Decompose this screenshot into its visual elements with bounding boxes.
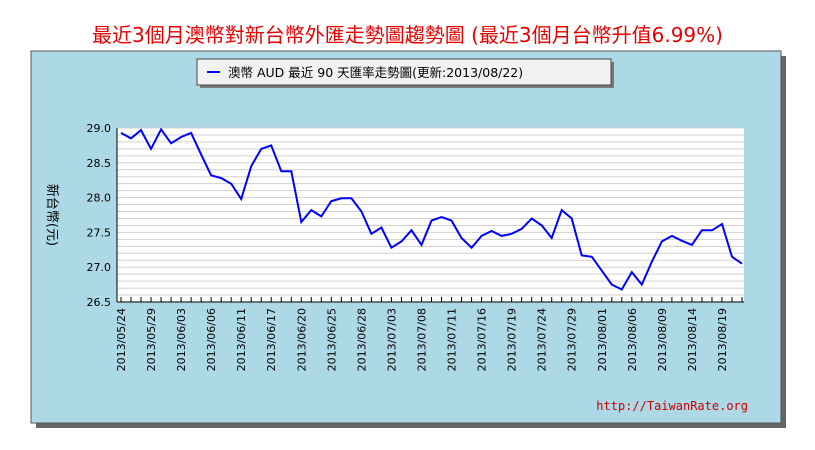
- x-tick-label: 2013/07/29: [566, 308, 579, 371]
- x-tick-label: 2013/08/09: [656, 308, 669, 371]
- series-line: [120, 127, 743, 291]
- y-tick-label: 27.5: [87, 226, 112, 239]
- x-tick-label: 2013/07/24: [536, 308, 549, 371]
- x-tick-label: 2013/07/03: [385, 308, 398, 371]
- x-tick-labels: 2013/05/24 2013/05/29 2013/06/03 2013/06/06…: [115, 297, 743, 371]
- x-tick-label: 2013/06/25: [325, 308, 338, 371]
- x-tick-label: 2013/06/03: [175, 308, 188, 371]
- grid-lines: [117, 127, 744, 296]
- x-tick-label: 2013/08/14: [686, 308, 699, 371]
- legend-box: [196, 58, 612, 86]
- x-tick-label: 2013/06/06: [205, 308, 218, 371]
- x-tick-label: 2013/07/08: [416, 308, 429, 371]
- legend: 澳幣 AUD 最近 90 天匯率走勢圖(更新:2013/08/22): [196, 58, 614, 88]
- y-axis-title-text: 新台幣(元): [44, 184, 60, 246]
- x-tick-label: 2013/07/19: [506, 308, 519, 371]
- x-tick-label: 2013/05/29: [145, 308, 158, 371]
- x-tick-label: 2013/08/19: [716, 308, 729, 371]
- y-tick-label: 28.0: [87, 192, 112, 205]
- x-tick-label: 2013/07/16: [476, 308, 489, 371]
- x-tick-label: 2013/06/20: [295, 308, 308, 371]
- x-tick-label: 2013/08/06: [626, 308, 639, 371]
- x-tick-label: 2013/05/24: [115, 308, 128, 371]
- y-tick-label: 27.0: [87, 261, 112, 274]
- y-tick-labels: 29.0 28.5 28.0 27.5 27.0 26.5: [87, 122, 112, 309]
- x-tick-label: 2013/06/28: [355, 308, 368, 371]
- footer-url: http://TaiwanRate.org: [596, 399, 748, 413]
- y-tick-label: 28.5: [87, 157, 112, 170]
- y-axis-title: 新台幣(元): [44, 184, 60, 246]
- x-tick-label: 2013/07/11: [446, 308, 459, 371]
- y-tick-label: 26.5: [87, 296, 112, 309]
- y-tick-label: 29.0: [87, 122, 112, 135]
- x-tick-label: 2013/08/01: [596, 308, 609, 371]
- x-tick-label: 2013/06/11: [235, 308, 248, 371]
- plot-area: [117, 128, 744, 302]
- legend-label: 澳幣 AUD 最近 90 天匯率走勢圖(更新:2013/08/22): [228, 65, 523, 80]
- chart-title: 最近3個月澳幣對新台幣外匯走勢圖趨勢圖 (最近3個月台幣升值6.99%): [92, 23, 723, 47]
- x-tick-label: 2013/06/17: [265, 308, 278, 371]
